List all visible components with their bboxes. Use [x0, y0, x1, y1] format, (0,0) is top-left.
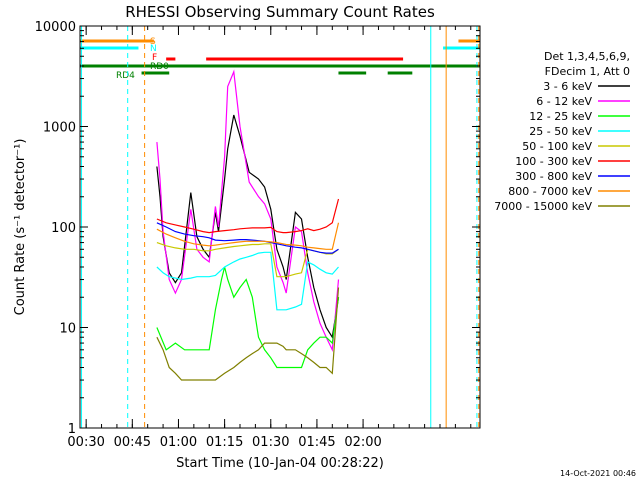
y-axis: 1 10 100 1000 10000	[35, 20, 480, 437]
series-line-2	[156, 266, 340, 369]
x-axis: 00:30 00:45 01:00 01:15 01:30 01:45 02:00	[67, 26, 472, 450]
series-line-0	[156, 114, 340, 339]
series-line-5	[156, 198, 340, 234]
legend-label: 3 - 6 keV	[543, 80, 592, 93]
legend: Det 1,3,4,5,6,9, FDecim 1, Att 0 3 - 6 k…	[494, 50, 630, 213]
legend-label: 7000 - 15000 keV	[494, 200, 592, 213]
x-tick-label: 01:30	[252, 435, 289, 450]
x-tick-label: 02:00	[344, 435, 381, 450]
y-tick-label: 10	[59, 322, 76, 337]
y-tick-label: 100	[51, 221, 76, 236]
series-line-3	[156, 251, 339, 311]
x-axis-label: Start Time (10-Jan-04 00:28:22)	[176, 456, 384, 471]
x-tick-label: 01:45	[298, 435, 335, 450]
state-label-f: F	[152, 53, 157, 63]
legend-label: 50 - 100 keV	[522, 140, 592, 153]
state-label-rd0: RD0	[150, 62, 169, 72]
legend-label: 100 - 300 keV	[515, 155, 592, 168]
legend-label: 300 - 800 keV	[515, 170, 592, 183]
legend-label: 25 - 50 keV	[529, 125, 592, 138]
y-tick-label: 10000	[35, 20, 76, 35]
x-tick-label: 00:30	[67, 435, 104, 450]
chart-title: RHESSI Observing Summary Count Rates	[125, 3, 435, 21]
state-label-s: S	[150, 37, 156, 47]
footer-date: 14-Oct-2021 00:46	[560, 469, 636, 478]
state-label-n: N	[150, 44, 157, 54]
legend-label: 12 - 25 keV	[529, 110, 592, 123]
x-tick-label: 01:00	[160, 435, 197, 450]
legend-label: 800 - 7000 keV	[508, 185, 592, 198]
series-line-1	[156, 69, 340, 353]
series-layer	[156, 69, 340, 381]
y-tick-label: 1000	[43, 121, 76, 136]
series-line-8	[156, 287, 340, 381]
state-label-rd4: RD4	[116, 71, 135, 81]
x-tick-label: 01:15	[206, 435, 243, 450]
y-tick-label: 1	[68, 422, 76, 437]
x-tick-label: 00:45	[114, 435, 151, 450]
legend-header-1: Det 1,3,4,5,6,9,	[544, 50, 630, 63]
legend-header-2: FDecim 1, Att 0	[545, 65, 630, 78]
y-axis-label: Count Rate (s⁻¹ detector⁻¹)	[13, 139, 28, 316]
series-line-7	[156, 222, 340, 250]
legend-label: 6 - 12 keV	[536, 95, 592, 108]
